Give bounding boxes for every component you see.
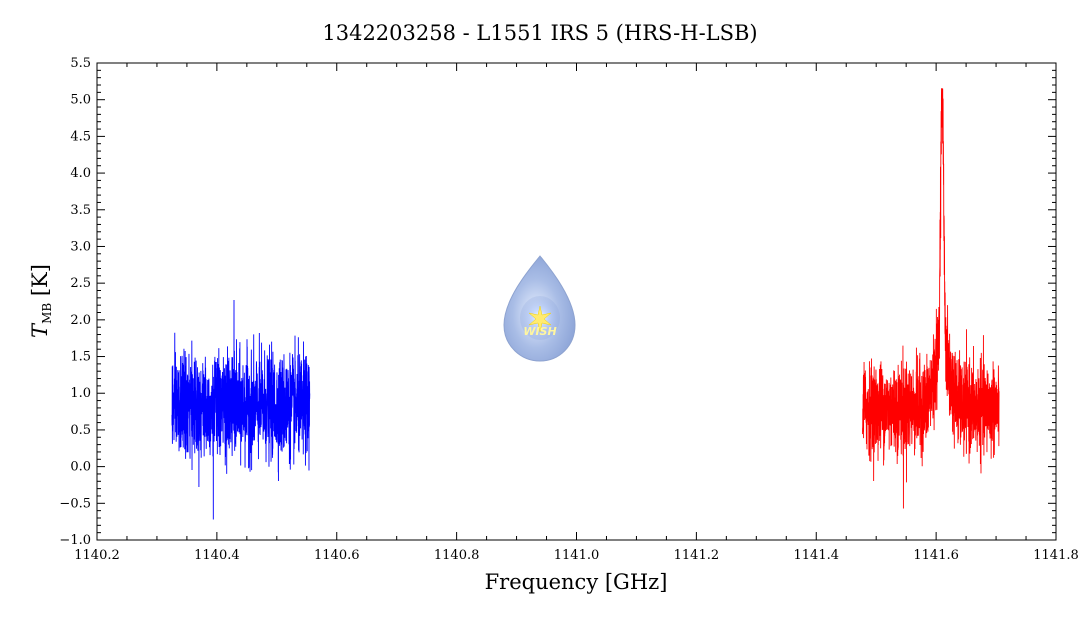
x-tick-label: 1141.0 — [554, 548, 600, 563]
y-tick-label: 3.0 — [70, 239, 91, 254]
y-axis-label: TMB [K] — [28, 264, 54, 338]
y-tick-label: −0.5 — [59, 496, 91, 511]
series-layer — [171, 88, 1000, 520]
wish-logo: WISH — [503, 255, 576, 362]
x-tick-label: 1140.2 — [74, 548, 120, 563]
svg-text:TMB [K]: TMB [K] — [28, 264, 54, 338]
x-tick-label: 1140.6 — [314, 548, 360, 563]
y-tick-label: 5.0 — [70, 93, 91, 108]
plot-frame — [96, 62, 1057, 541]
water-drop-icon — [503, 255, 576, 362]
ticks-layer — [96, 62, 1057, 541]
y-tick-label: 3.5 — [70, 203, 91, 218]
y-tick-label: 2.5 — [70, 276, 91, 291]
y-tick-label: 2.0 — [70, 313, 91, 328]
y-axis-label-sub: MB — [40, 303, 54, 324]
x-tick-label: 1141.8 — [1033, 548, 1079, 563]
x-tick-label: 1141.6 — [913, 548, 959, 563]
y-tick-label: 0.0 — [70, 460, 91, 475]
x-tick-label: 1141.4 — [794, 548, 840, 563]
series-line-1 — [171, 300, 311, 520]
y-tick-label: 4.5 — [70, 129, 91, 144]
y-tick-label: 1.5 — [70, 350, 91, 365]
y-tick-label: 5.5 — [70, 56, 91, 71]
y-tick-label: 1.0 — [70, 386, 91, 401]
y-axis-label-main: T — [28, 322, 52, 338]
x-tick-label: 1140.4 — [194, 548, 240, 563]
y-tick-label: 4.0 — [70, 166, 91, 181]
y-tick-label: 0.5 — [70, 423, 91, 438]
series-line-2 — [861, 88, 1000, 509]
y-axis-label-unit: [K] — [28, 264, 52, 303]
x-tick-label: 1141.2 — [674, 548, 720, 563]
chart-title: 1342203258 - L1551 IRS 5 (HRS-H-LSB) — [322, 21, 757, 45]
wish-logo-text: WISH — [523, 325, 556, 338]
tick-labels-layer: 1140.2 1140.4 1140.6 1140.8 1141.0 1141.2 1141… — [59, 56, 1078, 563]
y-tick-label: −1.0 — [59, 533, 91, 548]
x-tick-label: 1140.8 — [434, 548, 480, 563]
x-axis-label: Frequency [GHz] — [485, 570, 668, 594]
